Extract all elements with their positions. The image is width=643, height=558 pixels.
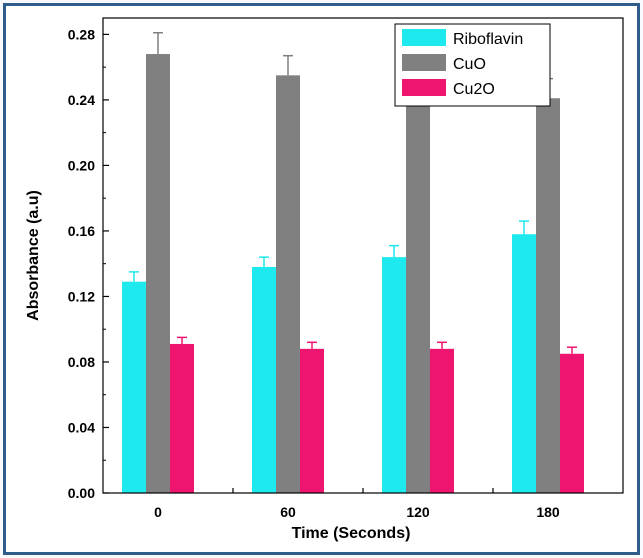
y-tick-label: 0.00 [68,485,95,501]
error-bars [129,31,577,354]
bar-riboflavin [252,266,276,493]
legend-label: CuO [453,56,486,73]
x-tick-label: 120 [406,504,430,520]
x-axis-title: Time (Seconds) [292,525,411,542]
y-axis-ticks: 0.00 0.04 0.08 0.12 0.16 0.20 0.24 0.28 [68,26,109,501]
y-tick-label: 0.20 [68,157,95,173]
bar-cu2o [300,348,324,493]
legend-swatch [402,79,446,96]
bar-cuo [146,54,170,493]
legend-label: Cu2O [453,81,495,98]
bar-riboflavin [512,234,536,493]
bar-cuo [406,88,430,494]
legend-swatch [402,29,446,46]
y-tick-label: 0.04 [68,419,95,435]
bar-cuo [276,75,300,494]
plot-area [102,17,624,494]
bar-riboflavin [122,281,146,493]
bars [122,54,584,494]
x-axis-ticks: 0 60 120 180 [154,488,560,520]
bar-cu2o [560,353,584,493]
figure-frame: 0.00 0.04 0.08 0.12 0.16 0.20 0.24 0.28 0 60 120 1… [3,3,640,555]
bar-cuo [536,98,560,494]
legend: Riboflavin CuO Cu2O [394,23,551,107]
x-tick-label: 180 [536,504,560,520]
x-tick-label: 60 [280,504,296,520]
bar-chart: 0.00 0.04 0.08 0.12 0.16 0.20 0.24 0.28 0 60 120 1… [25,17,624,542]
y-tick-label: 0.24 [68,92,95,108]
y-tick-label: 0.12 [68,288,95,304]
y-tick-label: 0.08 [68,354,95,370]
bar-cu2o [430,348,454,493]
x-tick-label: 0 [154,504,162,520]
bar-cu2o [170,343,194,493]
y-tick-label: 0.16 [68,223,95,239]
y-axis-title: Absorbance (a.u) [25,190,42,321]
legend-label: Riboflavin [453,31,523,48]
y-tick-label: 0.28 [68,26,95,42]
bar-riboflavin [382,257,406,493]
legend-swatch [402,54,446,71]
